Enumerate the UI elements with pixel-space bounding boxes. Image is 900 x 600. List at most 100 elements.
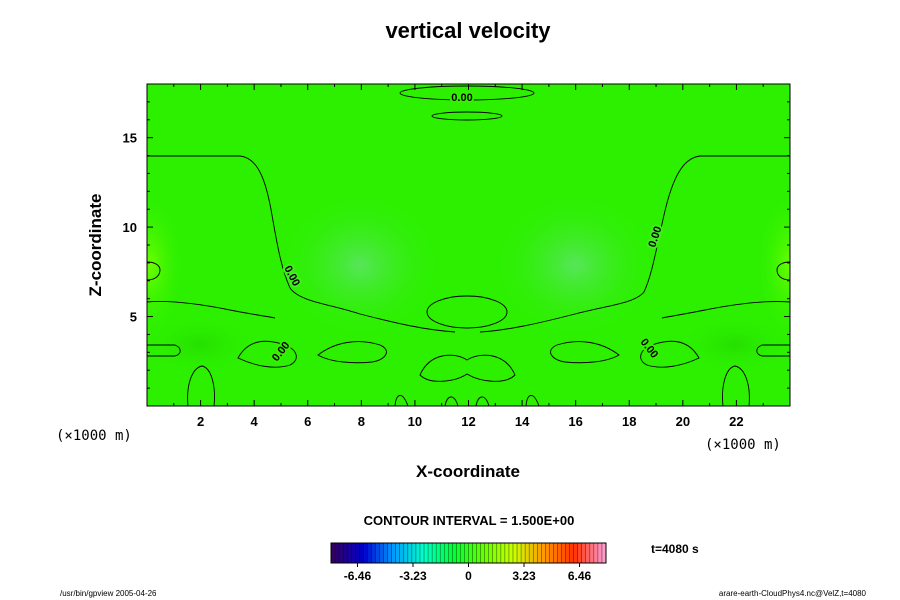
- colorbar-segment: [460, 543, 465, 563]
- colorbar-segment: [440, 543, 445, 563]
- contour-right-lobe: [640, 340, 700, 368]
- colorbar-segment: [561, 543, 567, 563]
- colorbar-tick-label: -6.46: [344, 569, 372, 583]
- colorbar-ticks: -6.46 -3.23 0 3.23 6.46: [344, 563, 592, 583]
- contour-bottom-right-arch: [525, 395, 540, 406]
- colorbar-segment: [500, 543, 506, 563]
- contour-right-ledge: [756, 344, 790, 357]
- time-label: t=4080 s: [651, 542, 699, 556]
- x-tick-label: 18: [622, 414, 636, 429]
- y-axis-ticks: 5 10 15: [123, 101, 790, 389]
- colorbar-segment: [533, 543, 538, 563]
- colorbar-segment: [476, 543, 482, 563]
- colorbar-tick-label: -3.23: [399, 569, 427, 583]
- x-tick-label: 14: [515, 414, 530, 429]
- colorbar-segment: [557, 543, 563, 563]
- y-axis-label: Z-coordinate: [86, 194, 105, 297]
- contour-right-bottom-lobe: [722, 365, 750, 406]
- contour-bottom-left-arch: [394, 395, 409, 406]
- footer-right: arare-earth-CloudPhys4.nc@VelZ,t=4080: [719, 589, 867, 598]
- colorbar-segment: [573, 543, 579, 563]
- colorbar-segment: [448, 543, 453, 563]
- colorbar-segment: [585, 543, 591, 563]
- colorbar-segment: [415, 543, 421, 563]
- colorbar-segment: [480, 543, 486, 563]
- colorbar-segment: [569, 543, 575, 563]
- contour-left-edge-blob: [147, 261, 161, 281]
- contour-center-ring: [426, 295, 508, 329]
- contour-top-small: [431, 111, 503, 121]
- x-tick-label: 2: [197, 414, 204, 429]
- contour-line-right-lower: [661, 301, 790, 319]
- contour-line-left-plume: [147, 155, 456, 333]
- colorbar-segment: [432, 543, 437, 563]
- colorbar-segment: [444, 543, 449, 563]
- contour-left-wing: [317, 341, 387, 364]
- chart-title: vertical velocity: [385, 18, 551, 43]
- x-tick-label: 22: [729, 414, 743, 429]
- colorbar-segment: [452, 543, 457, 563]
- colorbar-segment: [391, 543, 397, 563]
- colorbar-segment: [363, 543, 368, 563]
- colorbar-segment: [521, 543, 526, 563]
- colorbar-segment: [484, 543, 490, 563]
- colorbar-segment: [504, 543, 510, 563]
- colorbar-segment: [371, 543, 376, 563]
- colorbar-segment: [508, 543, 514, 563]
- colorbar-segment: [339, 543, 344, 563]
- field-shade-right-low: [675, 315, 790, 375]
- colorbar-segment: [553, 543, 558, 563]
- colorbar-segment: [492, 543, 498, 563]
- footer-left: /usr/bin/gpview 2005-04-26: [60, 589, 157, 598]
- contour-right-wing: [550, 341, 620, 364]
- contour-bottom-center-left: [444, 396, 459, 406]
- colorbar-segment: [589, 543, 595, 563]
- colorbar-segment: [411, 543, 417, 563]
- colorbar-segment: [395, 543, 401, 563]
- x-tick-label: 12: [461, 414, 475, 429]
- colorbar-segment: [549, 543, 554, 563]
- x-axis-ticks: 2 4 6 8 10 12 14 16 18 20 22: [173, 84, 764, 429]
- colorbar-segment: [472, 543, 478, 563]
- colorbar-segment: [359, 543, 364, 563]
- colorbar-segment: [343, 543, 348, 563]
- colorbar-segment: [565, 543, 571, 563]
- contour-left-lobe: [237, 340, 297, 368]
- colorbar-segment: [407, 543, 413, 563]
- colorbar-segment: [428, 543, 433, 563]
- field-shade-right-edge: [755, 190, 790, 340]
- colorbar-segment: [488, 543, 494, 563]
- colorbar-segment: [512, 543, 518, 563]
- colorbar-segment: [424, 543, 429, 563]
- colorbar-segment: [537, 543, 542, 563]
- colorbar-segment: [541, 543, 546, 563]
- field-shade-right-center: [490, 190, 660, 340]
- field-shade-left-center: [275, 190, 445, 340]
- colorbar-segment: [355, 543, 360, 563]
- contour-line-left-lower: [147, 301, 276, 319]
- colorbar-segment: [581, 543, 587, 563]
- colorbar-segment: [456, 543, 461, 563]
- colorbar-segment: [375, 543, 381, 563]
- x-tick-label: 16: [568, 414, 582, 429]
- contour-bottom-center-right: [475, 396, 490, 406]
- colorbar-segment: [347, 543, 352, 563]
- contour-left-ledge: [147, 344, 181, 357]
- colorbar-segment: [419, 543, 425, 563]
- colorbar-segment: [545, 543, 550, 563]
- colorbar-segment: [577, 543, 583, 563]
- y-tick-label: 10: [123, 220, 137, 235]
- colorbar-segment: [436, 543, 441, 563]
- colorbar-segment: [335, 543, 340, 563]
- x-axis-unit: (×1000 m): [705, 437, 781, 453]
- colorbar-segment: [387, 543, 393, 563]
- x-axis-label: X-coordinate: [416, 462, 520, 481]
- y-axis-unit: (×1000 m): [56, 428, 132, 444]
- x-tick-label: 20: [676, 414, 690, 429]
- colorbar-segment: [593, 543, 599, 563]
- contour-interval: CONTOUR INTERVAL = 1.500E+00: [364, 513, 575, 528]
- colorbar-segment: [601, 543, 607, 563]
- contour-top-ring: [399, 85, 535, 101]
- contour-right-edge-blob: [776, 261, 790, 281]
